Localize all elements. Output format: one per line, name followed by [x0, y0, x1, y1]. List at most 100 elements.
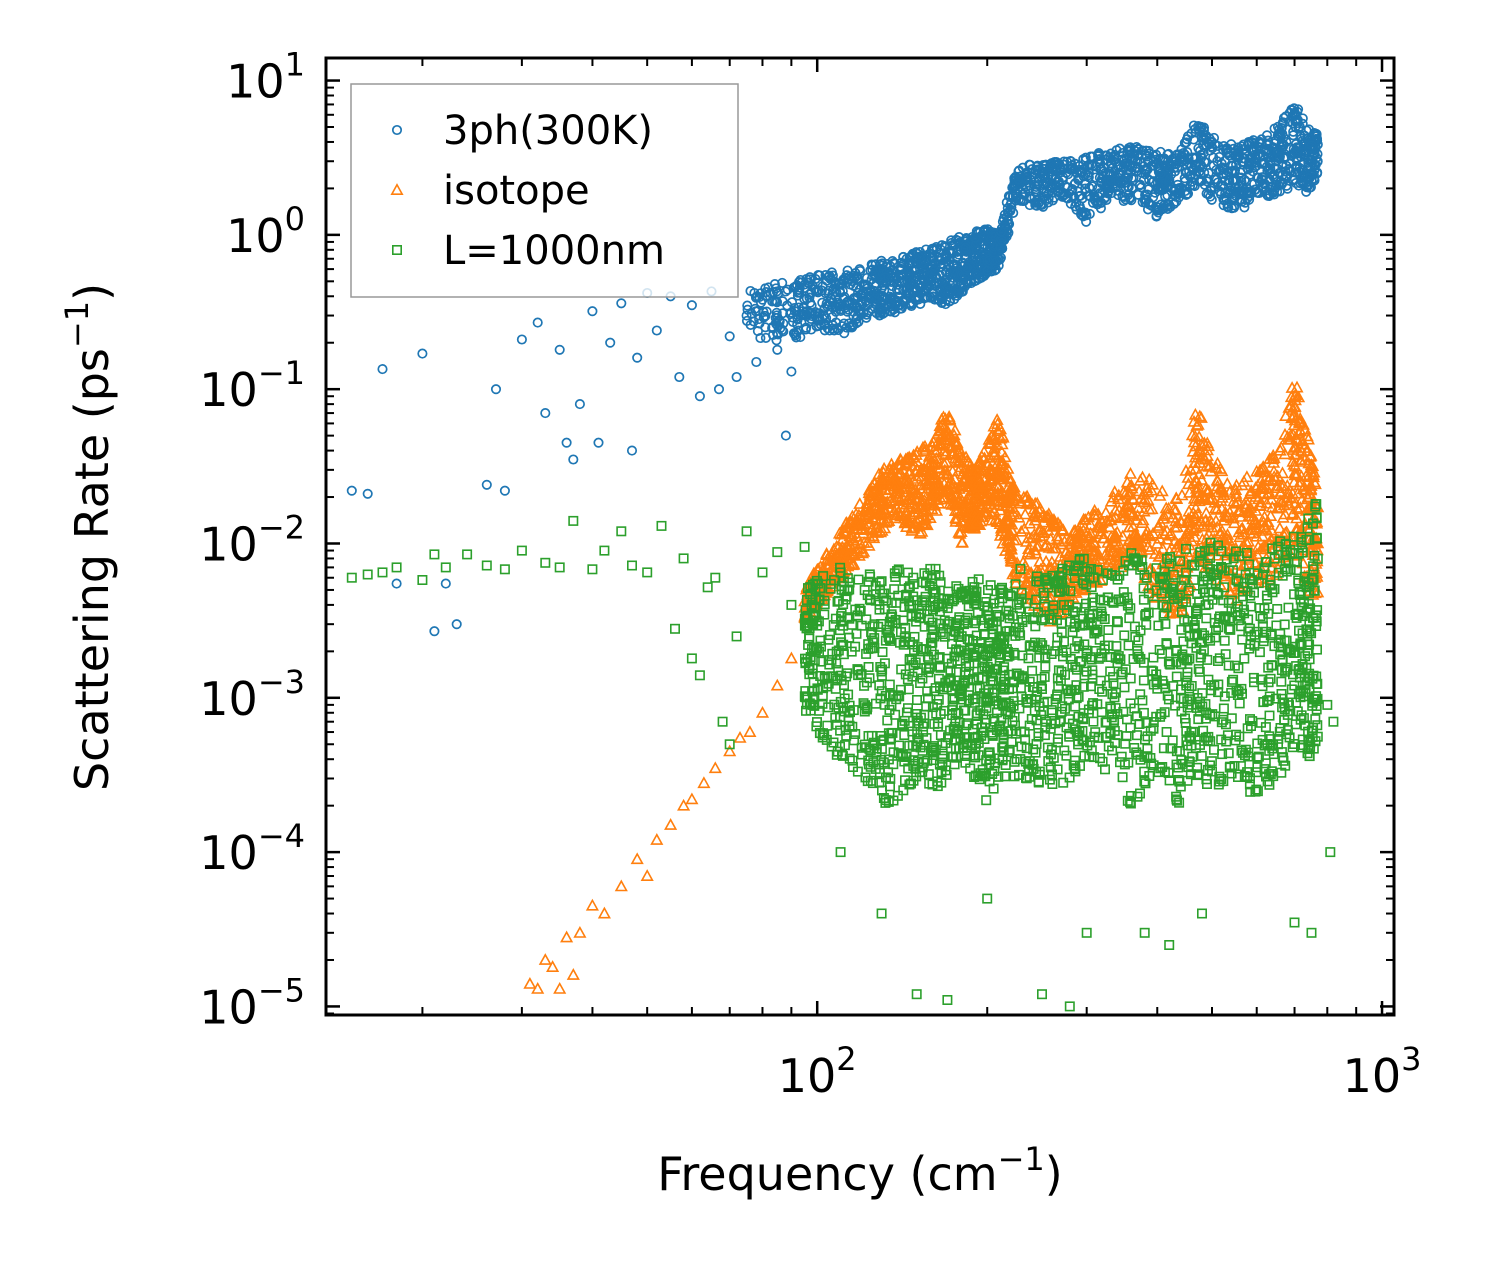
- data-point: [743, 725, 757, 738]
- data-point: [817, 561, 831, 574]
- data-point: [630, 852, 644, 865]
- data-point: [937, 276, 948, 288]
- data-point: [837, 278, 848, 289]
- data-point: [960, 242, 971, 253]
- data-point: [1080, 207, 1091, 218]
- data-point: [919, 511, 933, 524]
- data-point: [1297, 113, 1308, 124]
- data-point: [918, 286, 929, 298]
- data-point: [1096, 178, 1107, 189]
- data-point: [391, 578, 402, 589]
- data-point: [1293, 123, 1304, 134]
- data-point: [1239, 148, 1250, 159]
- data-point: [960, 239, 971, 250]
- data-point: [920, 496, 934, 509]
- data-point: [664, 818, 678, 830]
- data-point: [916, 440, 930, 453]
- data-point: [1243, 136, 1254, 148]
- data-point: [616, 298, 627, 309]
- data-point: [585, 898, 599, 911]
- data-point: [1218, 172, 1229, 183]
- data-point: [955, 535, 969, 548]
- data-point: [362, 488, 373, 499]
- data-point: [840, 516, 854, 528]
- data-point: [794, 282, 805, 293]
- data-point: [702, 582, 713, 593]
- data-point: [767, 296, 778, 307]
- data-point: [713, 384, 725, 395]
- data-point: [1132, 149, 1144, 160]
- data-point: [981, 795, 992, 806]
- data-point: [786, 366, 797, 377]
- data-point: [1225, 185, 1236, 196]
- data-point: [587, 564, 598, 575]
- data-point: [481, 479, 492, 490]
- data-point: [1195, 159, 1206, 170]
- data-point: [926, 472, 940, 484]
- data-point: [958, 280, 969, 291]
- data-point: [792, 287, 803, 298]
- data-point: [857, 545, 871, 557]
- data-point: [954, 515, 969, 527]
- data-point: [861, 312, 872, 323]
- data-point: [944, 487, 958, 500]
- data-point: [943, 496, 957, 509]
- data-point: [1272, 130, 1283, 141]
- data-point: [984, 238, 995, 250]
- data-point: [1025, 175, 1037, 186]
- data-point: [792, 280, 803, 291]
- data-point: [955, 494, 969, 507]
- data-point: [1238, 143, 1249, 155]
- data-point: [791, 332, 802, 343]
- data-point: [848, 537, 863, 550]
- data-point: [862, 538, 876, 551]
- data-point: [1277, 139, 1288, 150]
- data-point: [1201, 132, 1212, 143]
- data-point: [1135, 179, 1146, 190]
- data-point: [1074, 200, 1085, 212]
- data-point: [1274, 153, 1285, 164]
- data-point: [1127, 183, 1138, 194]
- data-point: [787, 316, 799, 328]
- data-point: [597, 906, 611, 919]
- data-point: [849, 272, 860, 283]
- data-point: [1037, 989, 1048, 1000]
- data-point: [912, 500, 926, 513]
- data-point: [878, 503, 893, 516]
- data-point: [893, 452, 907, 465]
- data-point: [1202, 173, 1213, 184]
- data-point: [755, 705, 770, 718]
- data-point: [1144, 148, 1155, 159]
- data-point: [876, 514, 890, 527]
- data-point: [874, 680, 885, 691]
- data-point: [802, 277, 813, 288]
- data-point: [934, 492, 948, 505]
- data-point: [914, 274, 925, 285]
- data-point: [898, 515, 912, 528]
- data-point: [1139, 927, 1150, 938]
- data-point: [626, 560, 637, 571]
- data-point: [1011, 180, 1022, 192]
- data-point: [976, 272, 987, 283]
- data-point: [770, 283, 782, 294]
- data-point: [1087, 151, 1098, 162]
- data-point: [1161, 161, 1172, 172]
- data-point: [1237, 165, 1248, 176]
- data-point: [786, 297, 798, 308]
- data-point: [880, 272, 891, 283]
- data-point: [927, 457, 941, 470]
- data-point: [771, 335, 782, 346]
- data-points-layer: [346, 103, 1339, 1012]
- data-point: [1140, 165, 1151, 177]
- data-point: [900, 477, 914, 490]
- data-point: [642, 567, 653, 578]
- data-point: [996, 226, 1007, 237]
- data-point: [888, 479, 902, 492]
- data-point: [1200, 157, 1211, 168]
- data-point: [971, 245, 982, 256]
- data-point: [587, 306, 598, 317]
- series-3: [346, 498, 1339, 1012]
- data-point: [933, 424, 947, 437]
- data-point: [1043, 197, 1054, 208]
- data-point: [960, 253, 971, 264]
